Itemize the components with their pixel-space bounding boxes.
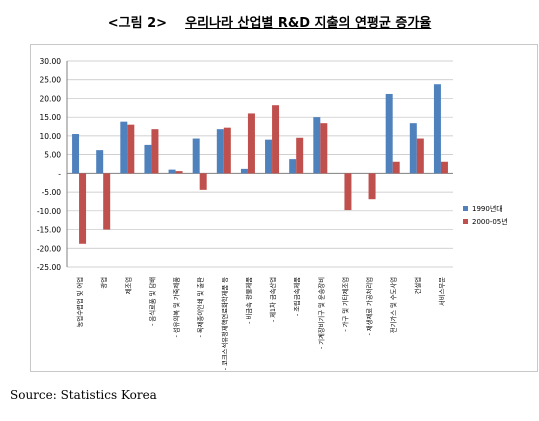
x-tick-label: - 가구 및 기타제조업 xyxy=(340,277,349,332)
bar-1990s xyxy=(433,84,441,174)
bar-2000-05 xyxy=(416,138,424,174)
x-tick-label: 건설업 xyxy=(413,277,422,294)
bar-2000-05 xyxy=(440,161,448,174)
bar-2000-05 xyxy=(151,129,159,174)
y-tick-label: 10.00 xyxy=(40,132,62,141)
bar-2000-05 xyxy=(199,173,207,190)
bar-1990s xyxy=(313,117,321,174)
bar-2000-05 xyxy=(320,123,328,174)
bar-2000-05 xyxy=(296,137,304,174)
y-tick-label: - xyxy=(58,169,61,178)
x-tick-label: - 목재종이인쇄 및 출판 xyxy=(196,277,205,338)
x-tick-label: - 재생재료 가공처리업 xyxy=(365,277,374,335)
bar-1990s xyxy=(120,121,128,174)
bar-2000-05 xyxy=(175,171,183,174)
bar-1990s xyxy=(96,150,104,174)
bar-2000-05 xyxy=(103,173,111,230)
bar-1990s xyxy=(409,123,417,174)
source-note: Source: Statistics Korea xyxy=(10,388,157,402)
x-tick-label: - 음식료품 및 담배 xyxy=(147,277,156,326)
legend-label: 1990년대 xyxy=(472,204,503,213)
y-tick-label: -5.00 xyxy=(42,188,62,197)
y-tick-label: 5.00 xyxy=(44,151,61,160)
y-tick-label: 30.00 xyxy=(40,57,62,66)
bar-1990s xyxy=(289,159,297,174)
y-tick-label: 15.00 xyxy=(40,113,62,122)
bar-1990s xyxy=(72,134,80,174)
bar-2000-05 xyxy=(79,173,87,244)
bar-1990s xyxy=(192,138,200,174)
legend-swatch xyxy=(463,206,468,211)
x-tick-label: 광업 xyxy=(100,277,108,289)
bar-1990s xyxy=(240,168,248,174)
x-tick-label: 제조업 xyxy=(124,277,132,294)
y-tick-label: 20.00 xyxy=(40,94,62,103)
bar-1990s xyxy=(144,144,152,174)
legend-label: 2000-05년 xyxy=(472,217,508,226)
bar-2000-05 xyxy=(223,127,231,174)
y-tick-label: -15.00 xyxy=(37,226,61,235)
figure-number: <그림 2> xyxy=(107,16,168,31)
bar-2000-05 xyxy=(392,161,400,174)
y-tick-label: -20.00 xyxy=(37,244,61,253)
bar-1990s xyxy=(216,129,224,174)
bar-2000-05 xyxy=(368,173,376,200)
x-tick-label: - 섬유의복 및 가죽제품 xyxy=(172,277,181,338)
x-tick-label: - 제1차 금속산업 xyxy=(268,277,277,322)
figure-title: <그림 2> 우리나라 산업별 R&D 지출의 연평균 증가율 xyxy=(0,12,539,31)
x-tick-label: - 비금속 광물제품 xyxy=(244,277,253,324)
bar-2000-05 xyxy=(127,124,135,174)
bar-1990s xyxy=(385,93,393,174)
x-tick-label: - 코크스석유정제핵연료화학제품 등 xyxy=(220,277,229,370)
y-tick-label: -25.00 xyxy=(37,263,61,272)
x-tick-label: 서비스부문 xyxy=(437,277,446,306)
x-tick-label: - 조립금속제품 xyxy=(293,277,301,316)
x-tick-label: 전기가스 및 수도사업 xyxy=(389,277,398,333)
bar-2000-05 xyxy=(247,113,255,174)
y-tick-label: 25.00 xyxy=(40,76,62,85)
x-tick-label: 농업수렵업 및 어업 xyxy=(75,277,84,327)
y-tick-label: -10.00 xyxy=(37,207,61,216)
bar-1990s xyxy=(265,139,273,174)
legend-swatch xyxy=(463,219,468,224)
bar-1990s xyxy=(168,169,176,174)
figure-title-text: 우리나라 산업별 R&D 지출의 연평균 증가율 xyxy=(185,16,432,31)
bar-2000-05 xyxy=(344,173,352,211)
x-tick-label: - 기계장비기구 및 운송장비 xyxy=(316,277,325,349)
bar-2000-05 xyxy=(272,105,280,174)
